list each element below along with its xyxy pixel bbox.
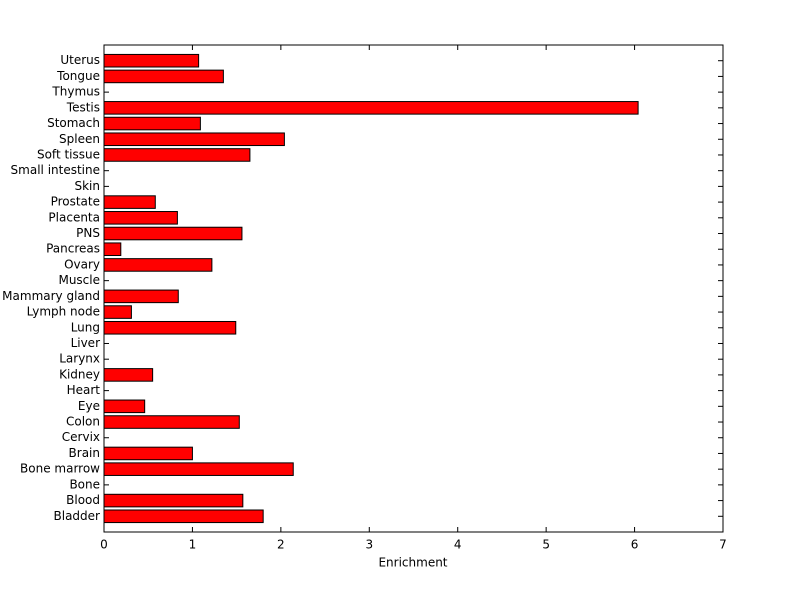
bar bbox=[103, 53, 200, 68]
bar bbox=[103, 258, 213, 272]
y-tick-label: Liver bbox=[71, 336, 101, 350]
y-tick-label: Brain bbox=[69, 446, 100, 460]
y-tick-label: Prostate bbox=[51, 195, 100, 209]
bar bbox=[103, 305, 132, 319]
bar bbox=[103, 493, 244, 508]
y-tick-label: PNS bbox=[76, 226, 100, 240]
bar bbox=[103, 320, 237, 335]
y-tick-label: Muscle bbox=[58, 273, 100, 287]
bar bbox=[103, 116, 201, 131]
y-tick-label: Thymus bbox=[51, 85, 100, 99]
y-tick-label: Bladder bbox=[54, 509, 101, 523]
bar bbox=[103, 101, 639, 115]
y-tick-label: Blood bbox=[66, 493, 100, 507]
bar bbox=[103, 195, 156, 209]
bar bbox=[103, 289, 179, 304]
y-tick-label: Larynx bbox=[59, 352, 100, 366]
y-tick-label: Soft tissue bbox=[37, 147, 100, 161]
x-tick-label: 2 bbox=[277, 538, 285, 552]
y-tick-label: Stomach bbox=[47, 116, 100, 130]
x-tick-label: 3 bbox=[365, 538, 373, 552]
y-tick-label: Small intestine bbox=[11, 163, 100, 177]
y-tick-label: Colon bbox=[66, 415, 100, 429]
x-tick-label: 6 bbox=[631, 538, 639, 552]
bar bbox=[103, 148, 251, 162]
bar bbox=[103, 415, 240, 429]
y-tick-label: Spleen bbox=[59, 132, 100, 146]
x-tick-label: 1 bbox=[189, 538, 197, 552]
y-tick-label: Testis bbox=[66, 100, 100, 114]
bar bbox=[103, 226, 243, 241]
y-tick-label: Bone marrow bbox=[20, 462, 100, 476]
x-tick-label: 4 bbox=[454, 538, 462, 552]
y-tick-label: Eye bbox=[78, 399, 100, 413]
bar bbox=[103, 462, 294, 476]
y-tick-label: Placenta bbox=[48, 210, 100, 224]
y-tick-label: Bone bbox=[69, 477, 100, 491]
y-tick-label: Mammary gland bbox=[2, 289, 100, 303]
y-tick-label: Ovary bbox=[64, 257, 100, 271]
x-tick-label: 5 bbox=[542, 538, 550, 552]
bar bbox=[103, 69, 224, 84]
y-tick-label: Skin bbox=[74, 179, 100, 193]
y-tick-label: Tongue bbox=[56, 69, 100, 83]
y-tick-label: Lung bbox=[71, 320, 100, 334]
bar bbox=[103, 211, 178, 225]
bar bbox=[103, 446, 193, 461]
bar bbox=[103, 242, 122, 257]
bar bbox=[103, 509, 264, 524]
y-tick-label: Cervix bbox=[62, 430, 100, 444]
plot-frame bbox=[103, 44, 724, 533]
bar bbox=[103, 399, 146, 414]
bar bbox=[103, 368, 154, 382]
bar bbox=[103, 132, 285, 147]
y-tick-label: Heart bbox=[67, 383, 101, 397]
y-tick-label: Kidney bbox=[59, 367, 100, 381]
y-tick-label: Uterus bbox=[60, 53, 100, 67]
y-tick-label: Pancreas bbox=[46, 242, 100, 256]
x-tick-label: 0 bbox=[100, 538, 108, 552]
x-tick-label: 7 bbox=[719, 538, 727, 552]
y-tick-label: Lymph node bbox=[27, 305, 100, 319]
x-axis-label: Enrichment bbox=[378, 556, 447, 570]
